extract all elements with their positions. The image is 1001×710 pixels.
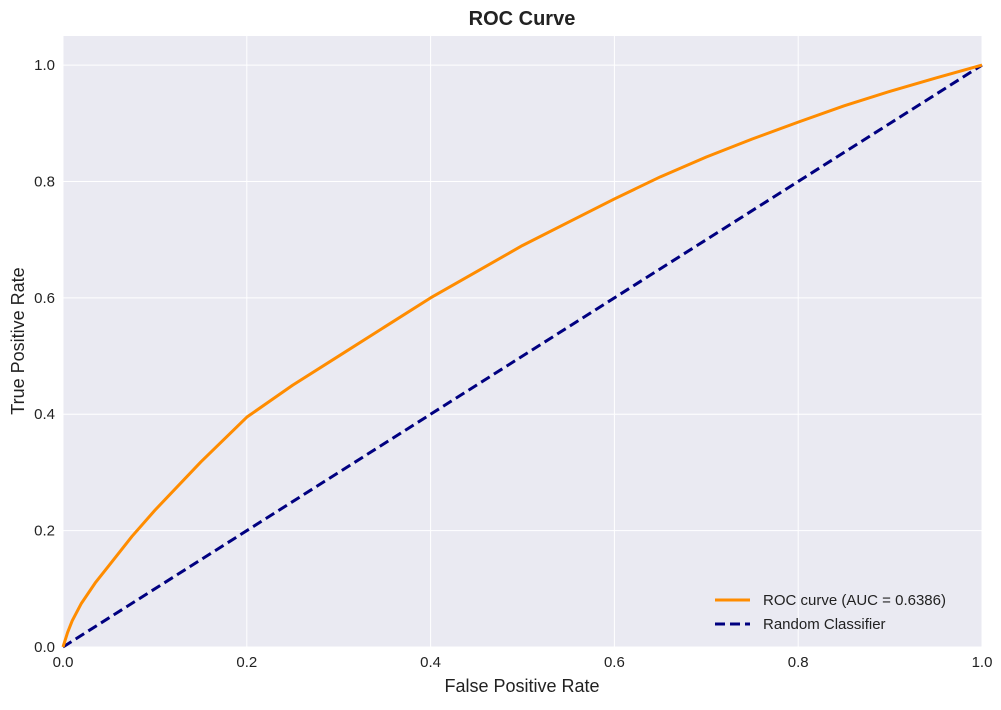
legend-label-1: Random Classifier — [763, 616, 886, 633]
plot-area — [63, 36, 982, 647]
legend-label-0: ROC curve (AUC = 0.6386) — [763, 592, 946, 609]
series-line-0 — [61, 63, 983, 648]
y-tick-label: 0.2 — [34, 523, 55, 540]
x-axis-label: False Positive Rate — [444, 676, 599, 696]
y-tick-label: 0.6 — [34, 290, 55, 307]
y-tick-label: 0.0 — [34, 639, 55, 656]
x-tick-label: 0.8 — [788, 654, 809, 671]
grid — [62, 36, 983, 648]
y-tick-label: 0.8 — [34, 173, 55, 190]
y-tick-label: 0.4 — [34, 406, 55, 423]
series-line-1 — [62, 63, 983, 649]
y-tick-label: 1.0 — [34, 57, 55, 74]
x-tick-label: 0.4 — [420, 654, 441, 671]
x-tick-label: 1.0 — [972, 654, 993, 671]
series-lines — [61, 63, 983, 649]
ticks: 0.0 0.2 0.4 0.6 0.8 1.0 0.0 0.2 0.4 0.6 0.8 1.0 — [34, 57, 992, 671]
chart-title: ROC Curve — [469, 8, 576, 30]
x-tick-label: 0.6 — [604, 654, 625, 671]
legend: ROC curve (AUC = 0.6386) Random Classifie… — [715, 592, 946, 633]
y-axis-label: True Positive Rate — [8, 267, 28, 414]
x-tick-label: 0.2 — [236, 654, 257, 671]
x-tick-label: 0.0 — [53, 654, 74, 671]
